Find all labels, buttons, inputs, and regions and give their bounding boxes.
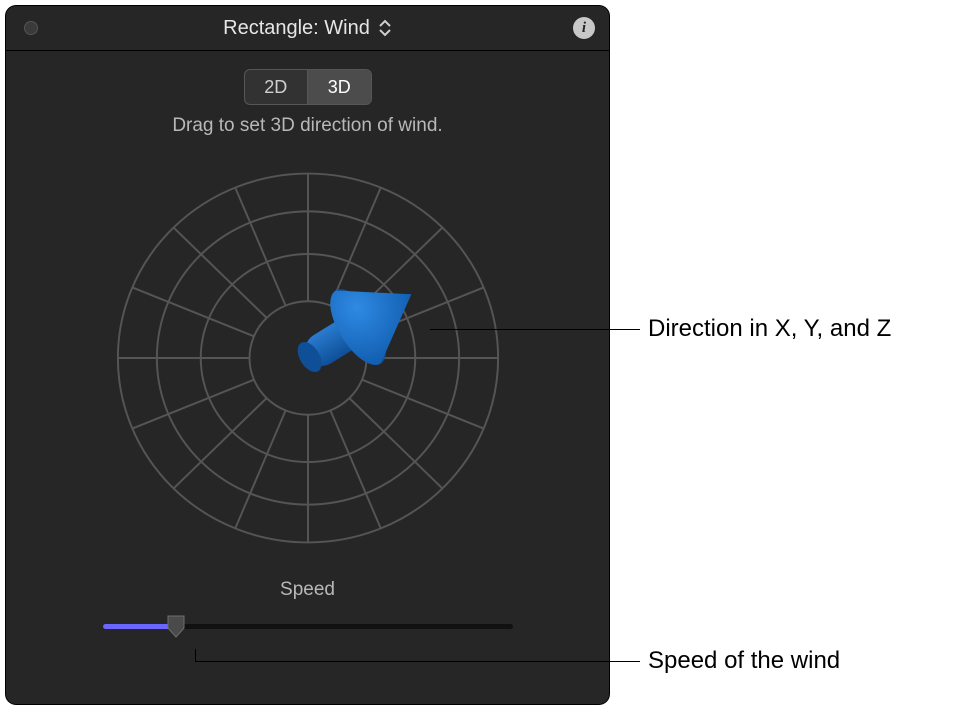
callout-line-direction [430, 329, 640, 330]
callout-line-speed [195, 661, 640, 662]
titlebar: Rectangle: Wind i [6, 6, 609, 51]
hud-panel: Rectangle: Wind i 2D 3D Drag to set 3D d… [6, 6, 609, 704]
callout-line-speed-vert [195, 649, 196, 661]
speed-slider[interactable] [103, 611, 513, 641]
title-popup-icon[interactable] [378, 19, 392, 37]
mode-2d-button[interactable]: 2D [245, 70, 308, 104]
info-icon[interactable]: i [573, 17, 595, 39]
callout-direction: Direction in X, Y, and Z [648, 315, 891, 343]
callout-speed: Speed of the wind [648, 647, 840, 675]
slider-thumb[interactable] [166, 614, 186, 638]
slider-fill [103, 624, 177, 629]
direction-wheel[interactable] [113, 163, 503, 553]
mode-3d-button[interactable]: 3D [307, 70, 371, 104]
hint-text: Drag to set 3D direction of wind. [6, 115, 609, 137]
mode-segmented-control[interactable]: 2D 3D [244, 69, 372, 105]
speed-label: Speed [6, 579, 609, 601]
panel-title: Rectangle: Wind [223, 17, 370, 40]
window-close-dot[interactable] [24, 21, 38, 35]
